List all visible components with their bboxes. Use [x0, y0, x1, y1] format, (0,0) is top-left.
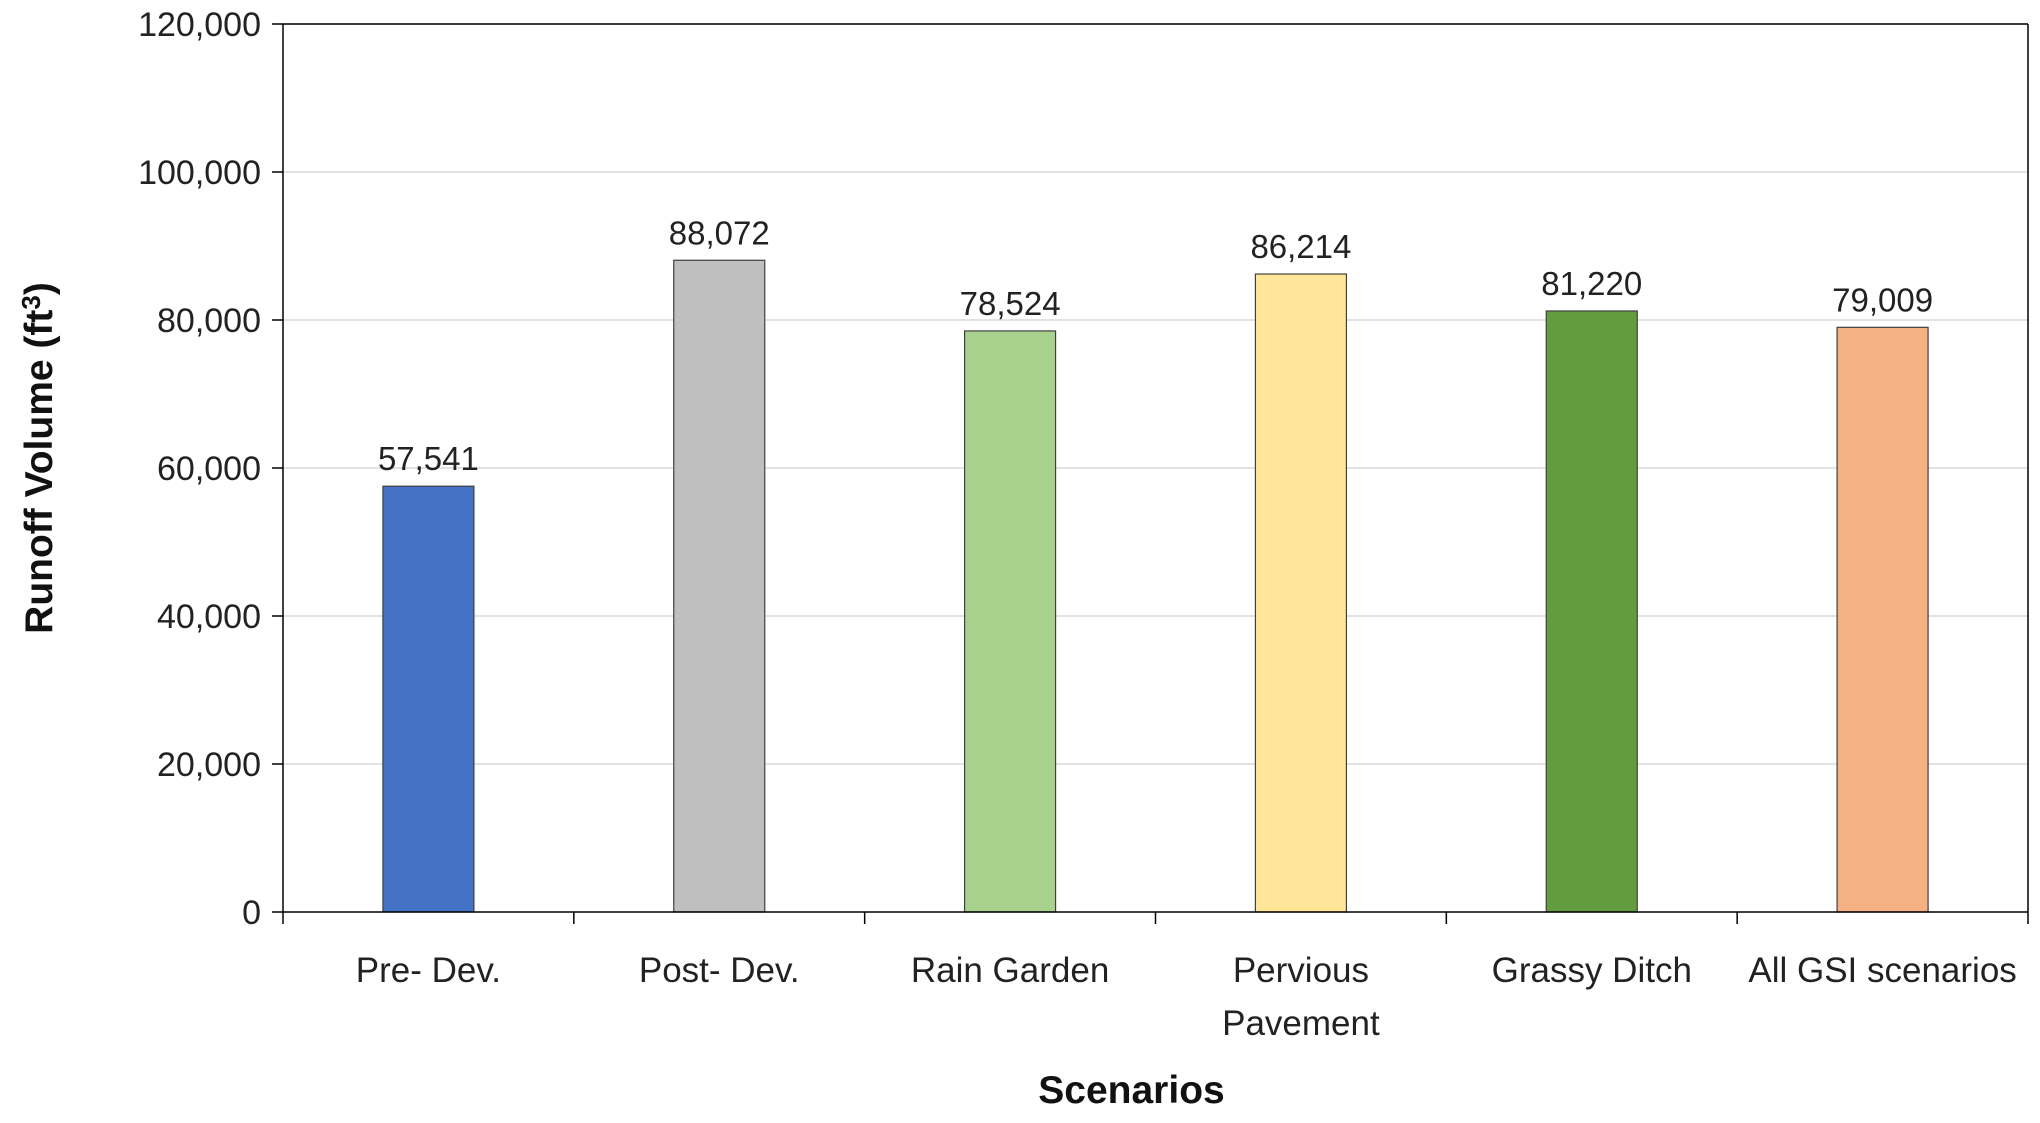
gridlines: [283, 23, 2028, 765]
data-label: 81,220: [1541, 265, 1642, 302]
data-label: 88,072: [669, 214, 770, 251]
x-tick-label: Grassy Ditch: [1492, 951, 1692, 990]
labels: 0 20,000 40,000 60,000 80,000 100,000 120,000 5…: [138, 6, 2017, 1043]
x-tick-label: All GSI scenarios: [1748, 951, 2016, 990]
y-tick-label: 60,000: [157, 450, 261, 488]
y-axis-title-superscript: 3: [16, 295, 46, 309]
x-axis-title: Scenarios: [1038, 1069, 1224, 1112]
y-axis-title: Runoff Volume (ft3): [16, 282, 61, 634]
x-tick-label: Pavement: [1222, 1004, 1380, 1043]
x-tick-label: Rain Garden: [911, 951, 1109, 990]
y-tick-label: 80,000: [157, 302, 261, 340]
x-tick-label: Pervious: [1233, 951, 1369, 990]
bar-4: [1545, 310, 1638, 913]
y-tick-label: 0: [242, 894, 261, 932]
x-tick-label: Post- Dev.: [639, 951, 800, 990]
x-tick-label: Pre- Dev.: [356, 951, 501, 990]
data-label: 86,214: [1250, 228, 1351, 265]
bar-5: [1836, 326, 1929, 913]
y-tick-label: 40,000: [157, 598, 261, 636]
y-tick-label: 20,000: [157, 746, 261, 784]
bar-2: [963, 330, 1057, 913]
y-tick-label: 100,000: [138, 154, 261, 192]
y-axis-title-main: Runoff Volume (ft: [18, 310, 61, 634]
bar-3: [1254, 273, 1348, 913]
y-tick-label: 120,000: [138, 6, 261, 44]
axes: [272, 23, 2029, 924]
data-label: 78,524: [960, 285, 1061, 322]
bars: [382, 259, 1929, 913]
bar-0: [382, 485, 475, 913]
y-axis-title-close: ): [18, 282, 61, 295]
bar-1: [673, 259, 766, 913]
data-label: 79,009: [1832, 281, 1933, 318]
data-label: 57,541: [378, 440, 479, 477]
